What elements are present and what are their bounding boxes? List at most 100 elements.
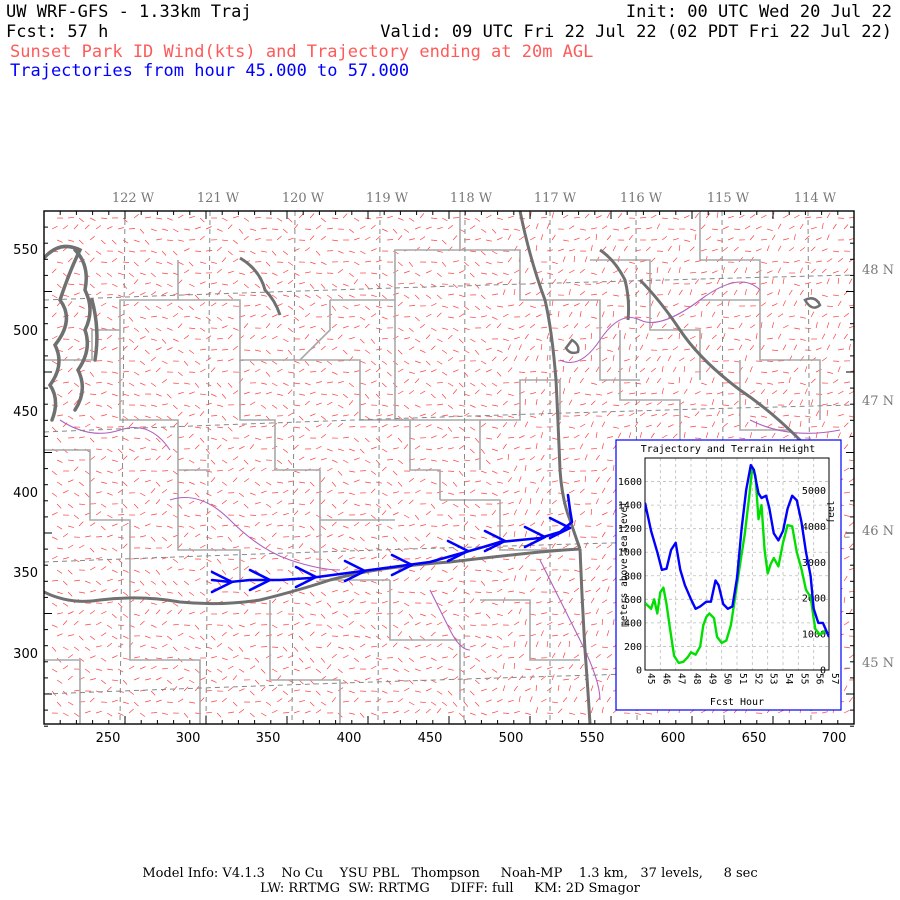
wind-barb	[513, 465, 518, 472]
wind-barb	[574, 480, 580, 483]
wind-barb	[194, 577, 201, 582]
wind-barb	[67, 301, 73, 307]
wind-barb	[166, 327, 173, 331]
wind-barb	[272, 558, 279, 560]
wind-barb	[343, 436, 350, 439]
wind-barb	[359, 225, 366, 230]
wind-barb	[199, 437, 205, 443]
wind-barb	[470, 316, 477, 319]
wind-barb	[491, 492, 498, 497]
wind-barb	[166, 347, 173, 351]
wind-barb	[386, 547, 392, 553]
wind-barb	[51, 294, 58, 299]
wind-barb	[568, 269, 575, 274]
wind-barb	[260, 668, 266, 674]
wind-barb	[337, 423, 344, 428]
wind-barb	[57, 612, 63, 615]
wind-barb	[507, 215, 514, 219]
wind-barb	[744, 355, 748, 362]
wind-barb	[646, 227, 652, 230]
wind-barb	[161, 360, 168, 365]
wind-barb	[843, 596, 846, 604]
wind-barb	[750, 415, 757, 418]
wind-barb	[540, 476, 545, 483]
wind-barb	[844, 491, 851, 494]
wind-barb	[250, 294, 257, 296]
wind-barb	[595, 608, 599, 615]
wind-barb	[106, 686, 112, 692]
wind-barb	[260, 554, 266, 560]
wind-barb	[348, 492, 355, 496]
wind-barb	[271, 314, 278, 318]
wind-barb	[375, 523, 382, 527]
wind-barb	[271, 598, 277, 604]
wind-barb	[320, 499, 326, 505]
wind-barb	[525, 447, 532, 450]
wind-barb	[166, 455, 172, 461]
wind-barb	[585, 589, 591, 593]
wind-barb	[392, 668, 399, 672]
wind-barb	[188, 261, 194, 267]
wind-barb	[265, 701, 272, 706]
wind-barb	[139, 272, 146, 276]
y-tick-350: 350	[13, 566, 38, 581]
wind-barb	[513, 402, 520, 406]
wind-barb	[458, 445, 465, 450]
wind-barb	[426, 448, 433, 451]
wind-barb	[485, 699, 492, 703]
wind-barb	[474, 349, 480, 355]
wind-barb	[694, 212, 699, 219]
wind-barb	[441, 609, 448, 615]
wind-barb	[441, 434, 448, 439]
wind-barb	[525, 712, 531, 715]
wind-barb	[782, 300, 786, 307]
wind-barb	[595, 565, 601, 571]
wind-barb	[584, 213, 590, 219]
wind-barb	[694, 411, 700, 417]
wind-barb	[547, 469, 554, 472]
wind-barb	[177, 305, 184, 310]
wind-barb	[447, 225, 454, 230]
wind-barb	[139, 712, 146, 717]
wind-barb	[78, 347, 85, 351]
wind-barb	[133, 279, 139, 285]
wind-barb	[635, 712, 641, 715]
wind-barb	[463, 565, 469, 571]
trajectory-arrowhead	[446, 539, 470, 563]
wind-barb	[216, 316, 223, 321]
wind-barb	[452, 565, 458, 571]
wind-barb	[573, 323, 579, 329]
wind-barb	[177, 591, 183, 597]
wind-barb	[172, 448, 178, 454]
wind-barb	[574, 216, 581, 219]
wind-barb	[683, 365, 686, 373]
wind-barb	[579, 268, 585, 274]
wind-barb	[320, 415, 326, 421]
wind-barb	[425, 643, 432, 648]
wind-barb	[716, 432, 720, 439]
wind-barb	[563, 436, 570, 439]
wind-barb	[288, 371, 295, 374]
wind-barb	[485, 323, 491, 329]
wind-barb	[804, 366, 808, 373]
wind-barb	[293, 622, 300, 626]
wind-barb	[568, 356, 574, 362]
wind-barb	[844, 646, 851, 649]
wind-barb	[62, 620, 68, 626]
wind-barb	[639, 412, 646, 417]
wind-barb	[337, 448, 344, 452]
wind-barb	[595, 476, 600, 483]
wind-barb	[766, 270, 773, 274]
wind-barb	[342, 481, 349, 485]
wind-barb	[562, 652, 566, 659]
wind-barb	[364, 610, 371, 615]
wind-barb	[657, 337, 664, 340]
wind-barb	[353, 325, 360, 329]
wind-barb	[320, 657, 326, 663]
wind-barb	[228, 558, 235, 561]
wind-barb	[793, 259, 800, 263]
wind-barb	[442, 656, 449, 659]
wind-barb	[199, 327, 206, 332]
wind-barb	[260, 467, 267, 472]
wind-barb	[122, 613, 129, 618]
